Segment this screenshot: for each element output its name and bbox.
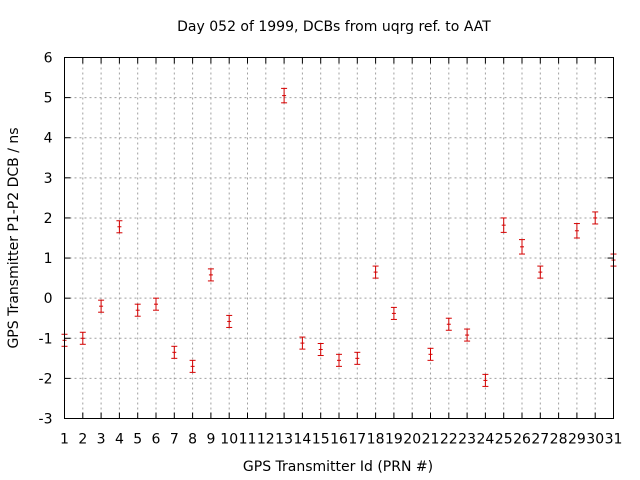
x-tick-label: 12: [257, 432, 275, 448]
x-tick-label: 7: [170, 432, 179, 448]
x-axis-label: GPS Transmitter Id (PRN #): [243, 459, 433, 475]
x-tick-label: 17: [348, 432, 366, 448]
x-tick-label: 10: [220, 432, 238, 448]
data-point: [519, 239, 525, 255]
y-tick-label: -1: [39, 331, 53, 347]
y-tick-label: 4: [44, 131, 53, 147]
data-point: [464, 328, 471, 342]
x-tick-label: 30: [586, 432, 604, 448]
x-tick-label: 13: [275, 432, 293, 448]
y-tick-label: 3: [44, 171, 53, 187]
x-tick-label: 24: [476, 432, 494, 448]
data-point: [445, 317, 452, 331]
x-tick-label: 21: [422, 432, 440, 448]
x-tick-label: 5: [133, 432, 142, 448]
data-point: [482, 373, 489, 387]
x-tick-label: 2: [78, 432, 87, 448]
plot-frame: [64, 57, 614, 419]
data-point: [116, 220, 123, 234]
x-tick-label: 18: [367, 432, 385, 448]
y-axis-label: GPS Transmitter P1-P2 DCB / ns: [6, 127, 22, 348]
y-tick-label: 5: [44, 91, 53, 107]
x-tick-label: 1: [60, 432, 69, 448]
x-tick-label: 26: [513, 432, 531, 448]
y-tick-label: 1: [44, 251, 53, 267]
x-tick-label: 19: [385, 432, 403, 448]
x-tick-label: 8: [188, 432, 197, 448]
x-tick-label: 20: [403, 432, 421, 448]
y-tick-label: 6: [44, 51, 53, 67]
y-tick-label: 2: [44, 211, 53, 227]
data-point: [98, 299, 105, 313]
x-tick-label: 31: [605, 432, 623, 448]
data-point: [153, 297, 159, 311]
y-tick-label: -2: [39, 371, 53, 387]
data-point: [372, 265, 379, 279]
x-tick-label: 23: [458, 432, 476, 448]
x-tick-label: 3: [97, 432, 106, 448]
data-point: [427, 347, 434, 361]
data-point: [134, 303, 141, 317]
x-tick-label: 15: [312, 432, 330, 448]
x-tick-label: 11: [239, 432, 257, 448]
data-point: [317, 342, 324, 357]
data-point: [281, 87, 288, 104]
x-tick-label: 22: [440, 432, 458, 448]
data-point: [171, 345, 178, 359]
y-tick-label: 0: [44, 291, 53, 307]
y-tick-label: -3: [39, 412, 53, 428]
x-tick-label: 27: [531, 432, 549, 448]
data-point: [390, 306, 397, 320]
data-point: [79, 331, 86, 345]
x-tick-label: 4: [115, 432, 124, 448]
data-point: [207, 268, 214, 282]
data-point: [500, 217, 507, 233]
data-point: [299, 336, 306, 350]
data-point: [354, 351, 361, 365]
x-tick-label: 9: [206, 432, 215, 448]
x-tick-label: 16: [330, 432, 348, 448]
point-layer: [61, 87, 617, 387]
data-point: [336, 353, 342, 367]
x-tick-label: 29: [568, 432, 586, 448]
data-point: [537, 265, 544, 279]
data-point: [573, 223, 580, 239]
data-point: [189, 359, 196, 373]
x-tick-label: 14: [293, 432, 311, 448]
x-tick-label: 6: [152, 432, 161, 448]
x-tick-label: 28: [550, 432, 568, 448]
data-point: [592, 211, 599, 225]
chart-title: Day 052 of 1999, DCBs from uqrg ref. to …: [177, 19, 491, 35]
data-point: [226, 314, 233, 328]
x-tick-label: 25: [495, 432, 513, 448]
